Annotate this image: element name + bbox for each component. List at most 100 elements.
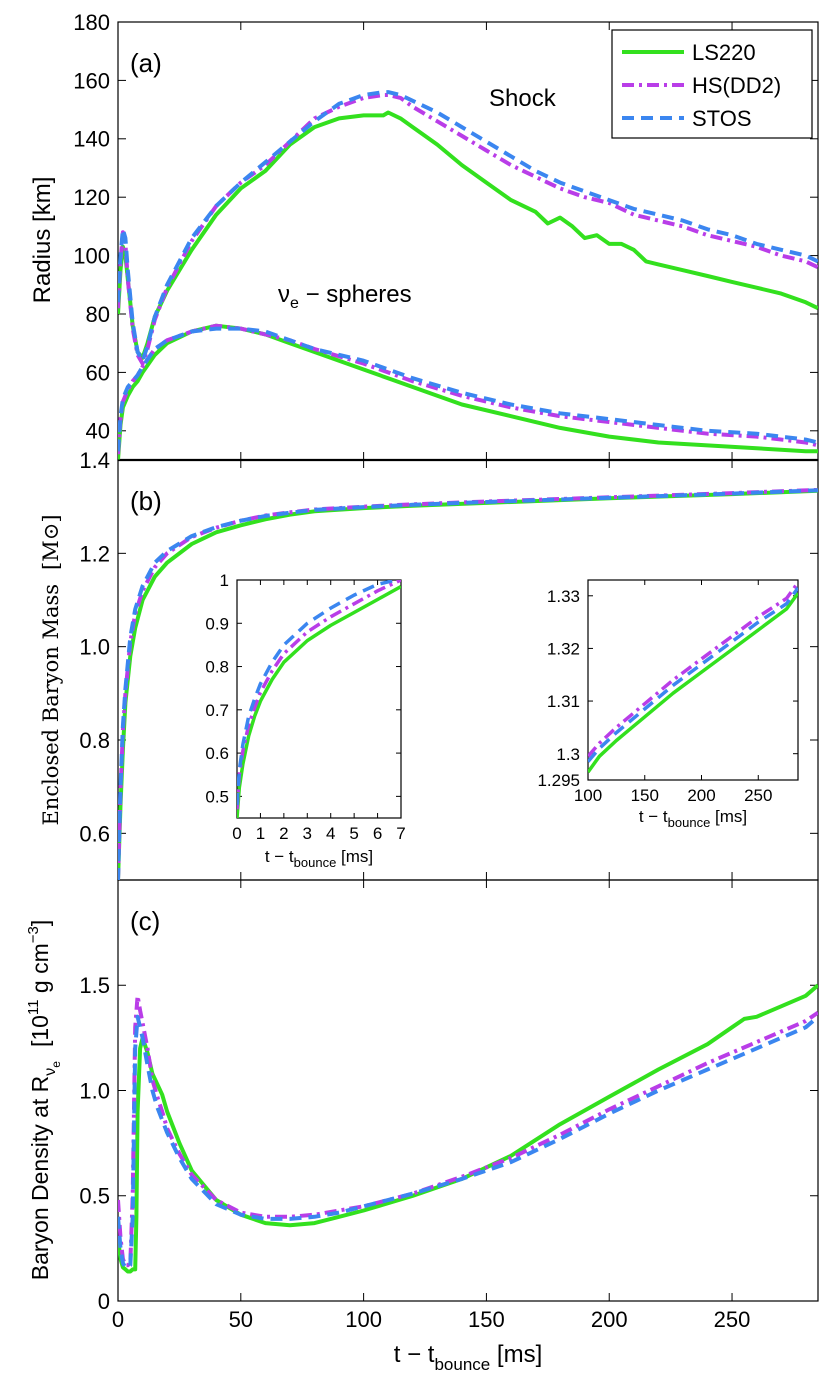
panel-c-ytick-label-3: 1.5: [79, 973, 110, 998]
panel-b-series-hsdd2: [118, 487, 818, 880]
panel-a-ytick-label-2: 80: [86, 302, 110, 327]
inset-1-xlabel: t − tbounce [ms]: [265, 847, 373, 870]
panel-b-ytick-label-3: 1.2: [79, 541, 110, 566]
panel-a-series-stos-nue: [118, 326, 818, 452]
panel-c-series-ls220: [118, 983, 818, 1274]
panel-c-ytick-label-0: 0: [98, 1289, 110, 1314]
legend-label-hsdd2: HS(DD2): [692, 73, 781, 98]
inset-2-ytick-label-4: 1.33: [547, 587, 580, 606]
inset-2-xtick-label-0: 100: [574, 786, 602, 805]
legend-label-ls220: LS220: [692, 40, 756, 65]
inset-2-ytick-label-3: 1.32: [547, 640, 580, 659]
inset-2-ytick-label-0: 1.295: [537, 771, 580, 790]
panel-a-ytick-label-5: 140: [73, 127, 110, 152]
inset-1-ytick-label-5: 1: [220, 571, 229, 590]
panel-b-ytick-label-0: 0.6: [79, 821, 110, 846]
inset-2-series-ls220: [588, 592, 798, 774]
inset-1-xtick-label-5: 5: [349, 824, 358, 843]
inset-2-xlabel-text: t − t: [639, 807, 668, 826]
inset-2-frame: [587, 579, 799, 781]
inset-1-xtick-label-0: 0: [232, 824, 241, 843]
panel-c-xtick-label-5: 250: [714, 1307, 751, 1332]
inset-2-xlabel-sub: bounce: [668, 815, 711, 830]
panel-c-frame: [117, 879, 819, 1302]
inset-1-series-stos: [237, 580, 397, 806]
inset-1-xtick-label-6: 6: [373, 824, 382, 843]
inset-1-series-ls220: [237, 584, 401, 818]
ylabel-c-main: Baryon Density at R: [27, 1076, 53, 1281]
panel-c-xtick-label-1: 50: [229, 1307, 253, 1332]
ylabel-a: Radius [km]: [29, 177, 56, 304]
panel-c-series-hsdd2: [118, 993, 818, 1268]
panel-a-ytick-label-4: 120: [73, 185, 110, 210]
inset-1-ytick-label-4: 0.9: [205, 614, 229, 633]
panel-c-xtick-label-0: 0: [112, 1307, 124, 1332]
inset-1-series-hsdd2: [237, 580, 401, 810]
panel-a-ytick-label-7: 180: [73, 10, 110, 35]
inset-1-ytick-label-0: 0.5: [205, 787, 229, 806]
panel-a-label: (a): [130, 48, 162, 78]
legend: LS220 HS(DD2) STOS: [611, 29, 813, 139]
panel-b-ytick-label-1: 0.8: [79, 728, 110, 753]
ylabel-c-unit-end: ]: [27, 920, 53, 926]
panel-c-xtick-label-3: 150: [468, 1307, 505, 1332]
ylabel-c-unit-sup2: −3: [25, 926, 42, 943]
panel-a-series-hsdd2-shock: [118, 93, 818, 366]
annotation-shock: Shock: [489, 85, 557, 112]
panel-c-label: (c): [130, 906, 160, 936]
panel-a-ytick-label-0: 40: [86, 419, 110, 444]
ylabel-c-sub: ν: [42, 1068, 59, 1076]
panel-b-label: (b): [130, 486, 162, 516]
panel-a-series-hsdd2-nue: [118, 323, 818, 455]
panel-a-ytick-label-1: 60: [86, 360, 110, 385]
panel-c-xtick-label-2: 100: [345, 1307, 382, 1332]
annotation-nue-symbol: ν: [278, 281, 290, 308]
panel-c-ytick-label-1: 0.5: [79, 1184, 110, 1209]
ylabel-c-unit-rest: g cm: [27, 943, 53, 999]
ylabel-c: Baryon Density at Rνe [1011 g cm−3]: [25, 920, 63, 1281]
ylabel-c-subsub: e: [49, 1061, 63, 1068]
inset-1-xtick-label-3: 3: [303, 824, 312, 843]
ylabel-c-unit-sup: 11: [25, 999, 42, 1015]
inset-1-xtick-label-4: 4: [326, 824, 335, 843]
inset-2-ytick-label-1: 1.3: [556, 745, 580, 764]
inset-2-series-stos: [588, 586, 798, 763]
ylabel-b-main: Enclosed Baryon Mass: [39, 584, 63, 826]
inset-1-xlabel-text: t − t: [265, 847, 294, 866]
panel-b-ytick-label-2: 1.0: [79, 635, 110, 660]
inset-2-ytick-label-2: 1.31: [547, 692, 580, 711]
inset-1-xlabel-unit: [ms]: [336, 847, 373, 866]
annotation-nue-subscript: e: [290, 295, 299, 312]
inset-2-xlabel-unit: [ms]: [710, 807, 747, 826]
inset-1-ytick-label-3: 0.8: [205, 658, 229, 677]
ylabel-b-unit: [M⊙]: [39, 514, 63, 569]
xlabel-sub: bounce: [434, 1355, 490, 1374]
panel-c-xtick-label-4: 200: [591, 1307, 628, 1332]
inset-1-ytick-label-2: 0.7: [205, 701, 229, 720]
inset-1-frame: [236, 579, 402, 819]
inset-1-xtick-label-7: 7: [396, 824, 405, 843]
annotation-nue-rest: − spheres: [299, 281, 412, 308]
inset-2-series-hsdd2: [588, 581, 798, 758]
ylabel-c-unit: [10: [27, 1015, 53, 1047]
panel-a-ytick-label-6: 160: [73, 68, 110, 93]
inset-2-xtick-label-3: 250: [744, 786, 772, 805]
panel-c-ytick-label-2: 1.0: [79, 1078, 110, 1103]
annotation-nue-spheres: νe − spheres: [278, 281, 412, 312]
inset-2-xtick-label-2: 200: [687, 786, 715, 805]
xlabel-unit: [ms]: [490, 1341, 542, 1368]
xlabel-main: t − tbounce [ms]: [394, 1341, 542, 1374]
panel-b-ytick-label-4: 1.4: [79, 448, 110, 473]
inset-1-xlabel-sub: bounce: [294, 855, 337, 870]
xlabel-text: t − t: [394, 1341, 435, 1368]
inset-2-xlabel: t − tbounce [ms]: [639, 807, 747, 830]
inset-2-xtick-label-1: 150: [631, 786, 659, 805]
panel-a-ytick-label-3: 100: [73, 244, 110, 269]
panel-c-series-stos: [118, 1014, 818, 1270]
inset-1-ytick-label-1: 0.6: [205, 744, 229, 763]
panel-a-series-stos-shock: [118, 90, 818, 363]
legend-label-stos: STOS: [692, 106, 752, 131]
inset-1-xtick-label-1: 1: [256, 824, 265, 843]
